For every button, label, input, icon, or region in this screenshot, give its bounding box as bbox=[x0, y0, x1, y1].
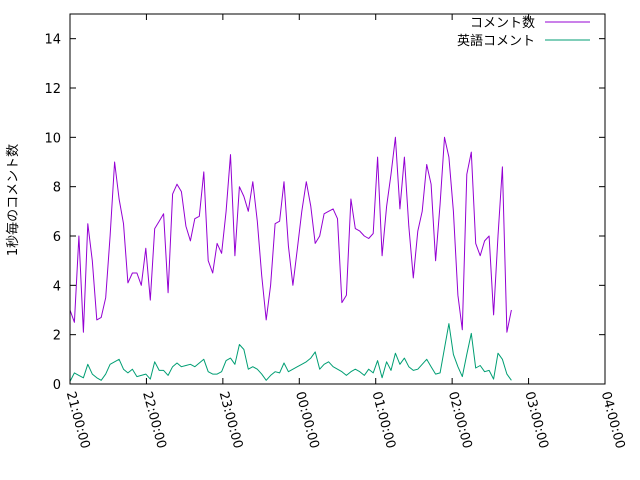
series-line-2 bbox=[69, 323, 512, 382]
series-layer bbox=[69, 136, 512, 382]
y-axis-label: 1秒毎のコメント数 bbox=[5, 144, 21, 256]
y-tick-label: 12 bbox=[44, 82, 61, 97]
y-tick-label: 2 bbox=[53, 329, 61, 344]
y-tick-label: 6 bbox=[53, 230, 61, 245]
legend-label: コメント数 bbox=[470, 16, 535, 31]
x-tick-label: 04:00:00 bbox=[598, 390, 628, 450]
x-axis-ticks: 21:00:00 22:00:00 23:00:00 00:00:00 01:00:00… bbox=[63, 14, 628, 450]
plot-frame bbox=[69, 13, 606, 385]
series-line-1 bbox=[69, 136, 512, 333]
y-tick-label: 8 bbox=[53, 181, 61, 196]
x-tick-label: 03:00:00 bbox=[521, 390, 551, 450]
x-tick-label: 00:00:00 bbox=[292, 390, 322, 450]
y-tick-label: 4 bbox=[53, 279, 61, 294]
x-tick-label: 23:00:00 bbox=[216, 390, 246, 450]
y-tick-label: 0 bbox=[53, 378, 61, 393]
x-tick-label: 21:00:00 bbox=[63, 390, 93, 450]
x-tick-label: 01:00:00 bbox=[368, 390, 398, 450]
legend-label: 英語コメント bbox=[457, 33, 535, 49]
y-tick-label: 14 bbox=[44, 33, 61, 48]
x-tick-label: 22:00:00 bbox=[139, 390, 169, 450]
y-tick-label: 10 bbox=[44, 131, 61, 146]
y-axis-ticks: 0 2 4 6 8 10 12 14 bbox=[44, 33, 605, 393]
x-tick-label: 02:00:00 bbox=[445, 390, 475, 450]
